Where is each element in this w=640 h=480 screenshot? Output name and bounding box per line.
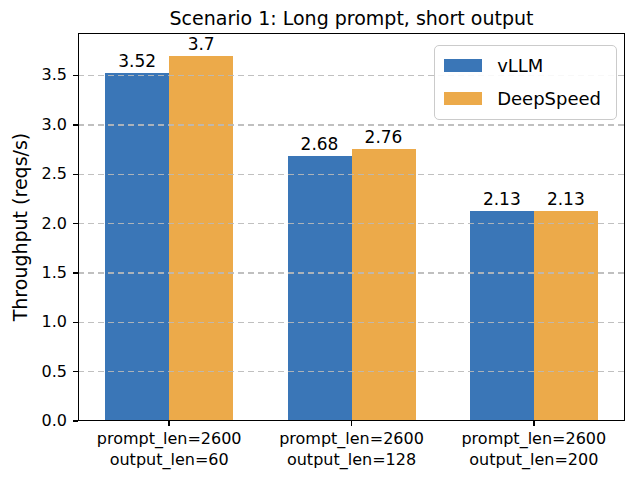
deepspeed-color-swatch bbox=[444, 92, 482, 105]
bar-value-label: 2.13 bbox=[483, 189, 521, 209]
legend: vLLM DeepSpeed bbox=[434, 45, 617, 120]
x-tick-mark bbox=[351, 421, 352, 426]
x-tick-label-line2: output_len=128 bbox=[279, 449, 424, 470]
y-tick-label: 0.5 bbox=[42, 364, 67, 380]
bar-deepspeed-group1: 3.7 bbox=[169, 56, 233, 421]
vllm-color-swatch bbox=[444, 59, 482, 72]
x-tick-label-group2: prompt_len=2600 output_len=128 bbox=[279, 428, 424, 470]
bar-vllm-group1: 3.52 bbox=[105, 73, 169, 421]
bar-value-label: 2.68 bbox=[301, 134, 339, 154]
x-tick-label-line2: output_len=60 bbox=[97, 449, 242, 470]
bar-deepspeed-group3: 2.13 bbox=[534, 211, 598, 421]
x-tick-label-line2: output_len=200 bbox=[461, 449, 606, 470]
bar-vllm-group2: 2.68 bbox=[288, 156, 352, 421]
y-tick-label: 3.0 bbox=[42, 117, 67, 133]
y-tick-label: 2.5 bbox=[42, 166, 67, 182]
x-tick-label-group3: prompt_len=2600 output_len=200 bbox=[461, 428, 606, 470]
gridline bbox=[78, 272, 625, 273]
bar-value-label: 2.13 bbox=[547, 189, 585, 209]
figure: Scenario 1: Long prompt, short output Th… bbox=[0, 0, 640, 480]
y-tick-label: 0.0 bbox=[42, 413, 67, 429]
y-tick-mark bbox=[73, 420, 78, 421]
legend-label-deepspeed: DeepSpeed bbox=[497, 88, 601, 109]
x-tick-label-line1: prompt_len=2600 bbox=[279, 428, 424, 449]
x-tick-label-group1: prompt_len=2600 output_len=60 bbox=[97, 428, 242, 470]
x-tick-mark bbox=[533, 421, 534, 426]
y-tick-label: 2.0 bbox=[42, 216, 67, 232]
x-tick-mark bbox=[168, 421, 169, 426]
gridline bbox=[78, 124, 625, 125]
y-tick-label: 1.0 bbox=[42, 314, 67, 330]
bar-value-label: 3.7 bbox=[188, 34, 215, 54]
gridline bbox=[78, 322, 625, 323]
x-tick-label-line1: prompt_len=2600 bbox=[461, 428, 606, 449]
gridline bbox=[78, 174, 625, 175]
x-tick-label-line1: prompt_len=2600 bbox=[97, 428, 242, 449]
bar-value-label: 3.52 bbox=[118, 51, 156, 71]
legend-item-deepspeed: DeepSpeed bbox=[444, 88, 601, 109]
bar-vllm-group3: 2.13 bbox=[470, 211, 534, 421]
plot-area: 3.52 3.7 2.68 2.76 2.13 2.13 bbox=[78, 33, 625, 421]
legend-label-vllm: vLLM bbox=[497, 55, 543, 76]
chart-title: Scenario 1: Long prompt, short output bbox=[78, 7, 625, 29]
y-tick-label: 3.5 bbox=[42, 67, 67, 83]
y-axis-label: Throughput (reqs/s) bbox=[9, 133, 31, 322]
gridline bbox=[78, 223, 625, 224]
gridline bbox=[78, 371, 625, 372]
legend-item-vllm: vLLM bbox=[444, 55, 601, 76]
y-tick-label: 1.5 bbox=[42, 265, 67, 281]
bar-deepspeed-group2: 2.76 bbox=[352, 149, 416, 421]
bar-value-label: 2.76 bbox=[365, 127, 403, 147]
